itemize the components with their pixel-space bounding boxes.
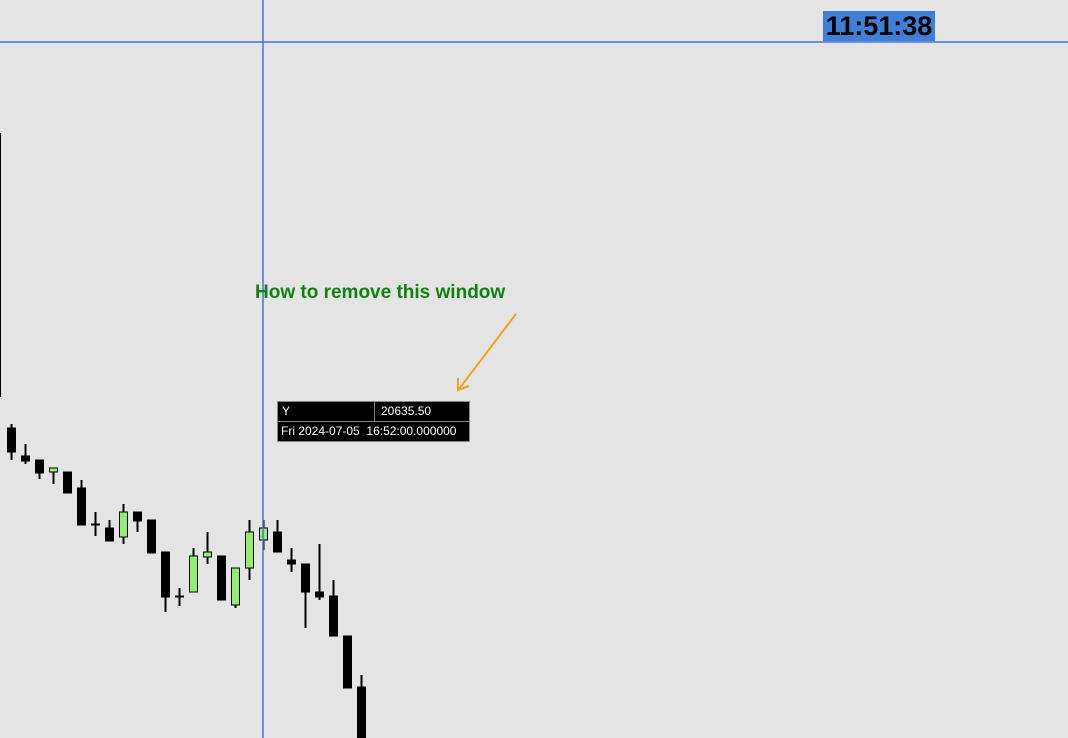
bear-candle [147, 519, 156, 554]
bear-candle [175, 595, 184, 598]
bull-candle [231, 567, 240, 606]
tooltip-y-row: Y 20635.50 [278, 402, 469, 421]
bear-candle [217, 555, 226, 601]
bear-candle [91, 523, 100, 526]
bear-candle [77, 487, 86, 526]
bear-candle [357, 686, 366, 738]
tooltip-time-row: Fri 2024-07-05 16:52:00.000000 [278, 421, 469, 441]
bear-candle [35, 459, 44, 474]
bull-candle [119, 511, 128, 538]
bull-candle [245, 531, 254, 569]
bear-candle [7, 427, 16, 453]
bear-candle [21, 455, 30, 462]
bear-candle [133, 511, 142, 522]
annotation-arrow [458, 313, 517, 390]
arrow-head-icon [457, 378, 470, 392]
annotation-text: How to remove this window [255, 282, 506, 303]
bear-candle [105, 527, 114, 542]
bear-candle [63, 471, 72, 494]
bull-candle [49, 467, 58, 473]
tooltip-y-value: 20635.50 [381, 404, 432, 418]
bear-candle [301, 563, 310, 593]
bull-candle [203, 551, 212, 558]
bull-candle [189, 555, 198, 593]
bear-candle [315, 591, 324, 598]
tooltip-time: 16:52:00.000000 [366, 424, 457, 438]
crosshair-data-window: Y 20635.50 Fri 2024-07-05 16:52:00.00000… [277, 401, 470, 442]
bear-candle [161, 551, 170, 598]
tooltip-date: Fri 2024-07-05 [281, 424, 360, 438]
bear-candle [287, 559, 296, 565]
bear-candle [273, 531, 282, 553]
bear-candle [329, 595, 338, 637]
bear-candle [343, 635, 352, 689]
clock-display: 11:51:38 [823, 11, 935, 41]
tooltip-y-label: Y [278, 402, 375, 421]
